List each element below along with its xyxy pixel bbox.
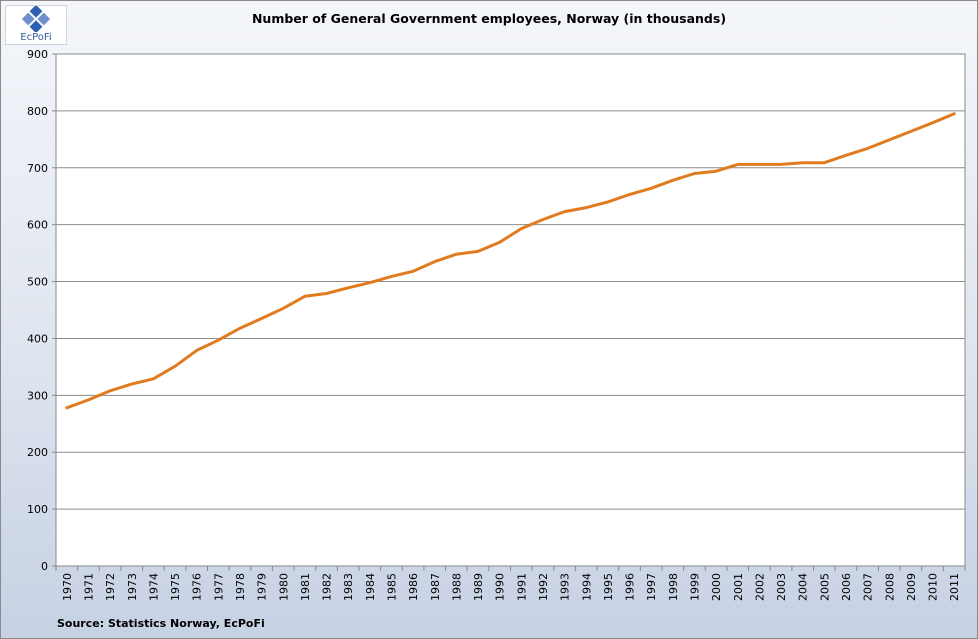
x-axis: 1970 1971 1972 1973 1974 1975 1976 1977 1978 1979… bbox=[55, 566, 966, 601]
x-tick-label: 1991 bbox=[515, 573, 528, 601]
x-tick-label: 1996 bbox=[624, 573, 637, 601]
gridlines bbox=[56, 110, 965, 510]
x-tick-label: 1994 bbox=[580, 573, 593, 601]
logo-text: EcPoFi bbox=[20, 32, 52, 43]
x-tick-label: 1986 bbox=[407, 573, 420, 601]
x-tick-label: 1987 bbox=[429, 573, 442, 601]
x-tick-label: 1985 bbox=[385, 573, 398, 601]
x-tick-label: 1999 bbox=[688, 573, 701, 601]
plot-area bbox=[55, 53, 966, 567]
ecpofi-logo: EcPoFi bbox=[5, 4, 67, 45]
x-tick-label: 1979 bbox=[256, 573, 269, 601]
x-tick-label: 1995 bbox=[602, 573, 615, 601]
series-line bbox=[65, 112, 956, 410]
x-tick-label: 1982 bbox=[321, 573, 334, 601]
x-tick-label: 1984 bbox=[364, 573, 377, 601]
x-tick-label: 2002 bbox=[753, 573, 766, 601]
x-tick-label: 1997 bbox=[645, 573, 658, 601]
y-tick-label: 0 bbox=[41, 560, 48, 573]
x-tick-label: 2008 bbox=[883, 573, 896, 601]
y-tick-label: 500 bbox=[27, 276, 48, 289]
x-tick-label: 1976 bbox=[191, 573, 204, 601]
x-tick-label: 2004 bbox=[797, 573, 810, 601]
x-tick-label: 1971 bbox=[82, 573, 95, 601]
x-tick-label: 1981 bbox=[299, 573, 312, 601]
chart-title: Number of General Government employees, … bbox=[251, 11, 727, 26]
x-tick-label: 1992 bbox=[537, 573, 550, 601]
x-tick-label: 2001 bbox=[732, 573, 745, 601]
x-tick-label: 1988 bbox=[450, 573, 463, 601]
source-note: Source: Statistics Norway, EcPoFi bbox=[57, 617, 265, 630]
x-tick-label: 2000 bbox=[710, 573, 723, 601]
y-tick-label: 200 bbox=[27, 446, 48, 459]
y-tick-label: 300 bbox=[27, 389, 48, 402]
x-tick-label: 2005 bbox=[818, 573, 831, 601]
x-tick-label: 1973 bbox=[126, 573, 139, 601]
y-tick-label: 100 bbox=[27, 503, 48, 516]
x-tick-label: 1990 bbox=[494, 573, 507, 601]
series-layer bbox=[65, 112, 956, 410]
x-tick-label: 1993 bbox=[559, 573, 572, 601]
logo-mark-icon bbox=[21, 4, 51, 34]
x-tick-label: 1972 bbox=[104, 573, 117, 601]
x-tick-label: 1974 bbox=[147, 573, 160, 601]
x-tick-label: 1977 bbox=[212, 573, 225, 601]
y-tick-label: 700 bbox=[27, 162, 48, 175]
x-tick-label: 2009 bbox=[905, 573, 918, 601]
y-tick-label: 900 bbox=[27, 48, 48, 61]
x-tick-label: 1975 bbox=[169, 573, 182, 601]
x-tick-label: 1989 bbox=[472, 573, 485, 601]
y-axis: 0 100 200 300 400 500 600 700 800 900 bbox=[27, 48, 56, 573]
y-tick-label: 400 bbox=[27, 332, 48, 345]
y-tick-label: 800 bbox=[27, 105, 48, 118]
x-tick-label: 2010 bbox=[927, 573, 940, 601]
x-tick-label: 1978 bbox=[234, 573, 247, 601]
x-tick-label: 1980 bbox=[277, 573, 290, 601]
x-tick-label: 1970 bbox=[61, 573, 74, 601]
x-tick-label: 2007 bbox=[862, 573, 875, 601]
x-tick-label: 1998 bbox=[667, 573, 680, 601]
x-tick-label: 1983 bbox=[342, 573, 355, 601]
x-tick-label: 2006 bbox=[840, 573, 853, 601]
x-tick-label: 2011 bbox=[948, 573, 961, 601]
x-tick-label: 2003 bbox=[775, 573, 788, 601]
y-tick-label: 600 bbox=[27, 219, 48, 232]
